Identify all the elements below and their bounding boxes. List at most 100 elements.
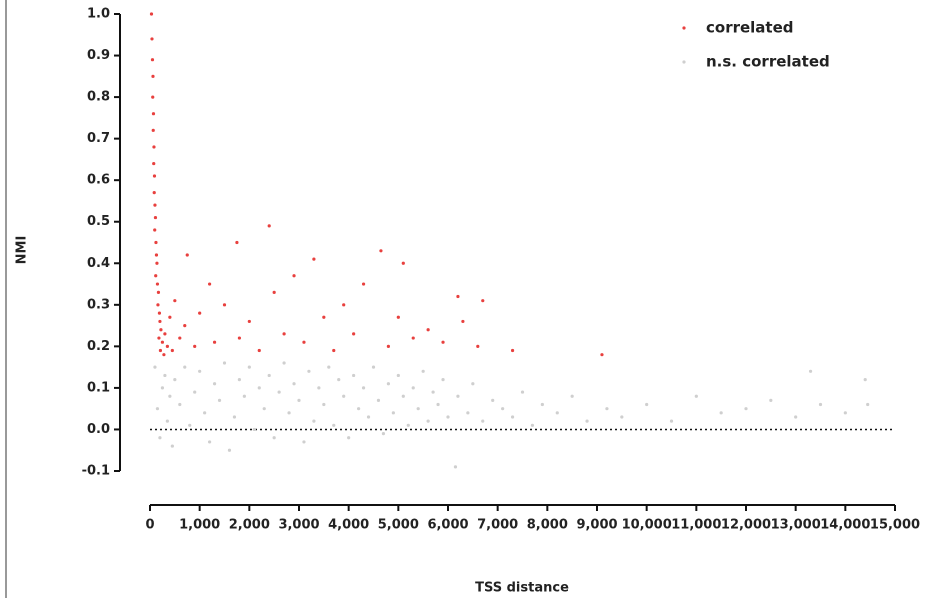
point <box>322 402 326 407</box>
y-tick-label: 0.1 <box>87 380 110 395</box>
point <box>386 382 390 386</box>
legend-marker <box>682 60 686 64</box>
point <box>620 415 624 419</box>
x-tick-label: 3,000 <box>278 518 319 533</box>
point <box>154 274 158 278</box>
point <box>426 328 430 332</box>
point <box>481 299 485 303</box>
point <box>401 261 405 265</box>
point <box>154 253 159 257</box>
point <box>466 411 470 415</box>
point <box>154 240 158 245</box>
point <box>252 427 256 432</box>
point <box>150 37 154 41</box>
point <box>416 407 420 411</box>
point <box>151 112 156 116</box>
point <box>170 348 174 353</box>
point <box>302 440 306 444</box>
x-tick-label: 5,000 <box>378 518 419 533</box>
point <box>163 332 167 336</box>
point <box>406 423 410 427</box>
point <box>222 303 227 307</box>
point <box>426 419 430 423</box>
point <box>337 378 341 382</box>
point <box>178 402 182 407</box>
point <box>297 398 301 402</box>
point <box>158 348 163 353</box>
point <box>386 344 390 348</box>
point <box>151 128 155 132</box>
point <box>156 303 160 307</box>
point <box>332 423 336 427</box>
x-tick-label: 12,000 <box>721 518 771 533</box>
point <box>510 348 515 353</box>
point <box>163 373 167 378</box>
point <box>198 369 202 373</box>
point <box>376 398 381 402</box>
point <box>694 394 698 398</box>
point <box>456 394 460 398</box>
point <box>183 323 187 328</box>
point <box>277 390 281 394</box>
y-tick-label: 1.0 <box>87 7 110 22</box>
point <box>866 402 870 407</box>
y-tick-label: 0.5 <box>87 214 110 229</box>
point <box>232 415 237 419</box>
point <box>361 282 366 286</box>
point <box>446 415 450 419</box>
point <box>158 319 162 324</box>
point <box>461 319 465 324</box>
point <box>151 95 155 99</box>
point <box>794 415 798 419</box>
x-tick-label: 9,000 <box>576 518 617 533</box>
point <box>347 436 351 440</box>
point <box>152 161 156 166</box>
x-tick-label: 13,000 <box>771 518 821 533</box>
point <box>282 361 286 365</box>
point <box>151 74 155 78</box>
x-tick-label: 6,000 <box>427 518 468 533</box>
y-axis-label: NMI <box>15 236 30 265</box>
point <box>530 423 535 427</box>
y-tick-label: -0.1 <box>82 464 110 479</box>
point <box>605 407 609 411</box>
point <box>366 415 371 419</box>
point <box>540 402 544 407</box>
point <box>357 407 361 411</box>
point <box>158 436 162 440</box>
point <box>361 386 366 390</box>
point <box>570 394 574 398</box>
point <box>155 261 159 265</box>
point <box>481 419 485 423</box>
point <box>153 228 157 232</box>
point <box>669 419 674 423</box>
y-tick-label: 0.9 <box>87 48 110 63</box>
point <box>379 249 383 253</box>
point <box>600 353 604 357</box>
point <box>272 290 276 294</box>
y-tick-label: 0.4 <box>87 256 110 271</box>
x-tick-label: 0 <box>145 518 154 533</box>
y-tick-label: 0.6 <box>87 173 110 188</box>
point <box>237 378 241 382</box>
point <box>159 328 163 332</box>
point <box>152 174 157 178</box>
point <box>441 378 445 382</box>
x-tick-label: 10,000 <box>622 518 672 533</box>
point <box>396 315 400 319</box>
y-tick-label: 0.3 <box>87 297 110 312</box>
x-tick-label: 11,000 <box>671 518 721 533</box>
point <box>235 240 239 245</box>
point <box>411 336 415 340</box>
point <box>342 303 346 307</box>
x-tick-label: 2,000 <box>229 518 270 533</box>
x-tick-label: 8,000 <box>527 518 568 533</box>
point <box>744 407 748 411</box>
point <box>168 315 172 319</box>
point <box>411 386 415 390</box>
point <box>153 203 157 207</box>
point <box>391 411 395 415</box>
y-tick-label: 0.0 <box>87 422 110 437</box>
x-axis-label: TSS distance <box>475 581 569 596</box>
point <box>381 432 386 436</box>
